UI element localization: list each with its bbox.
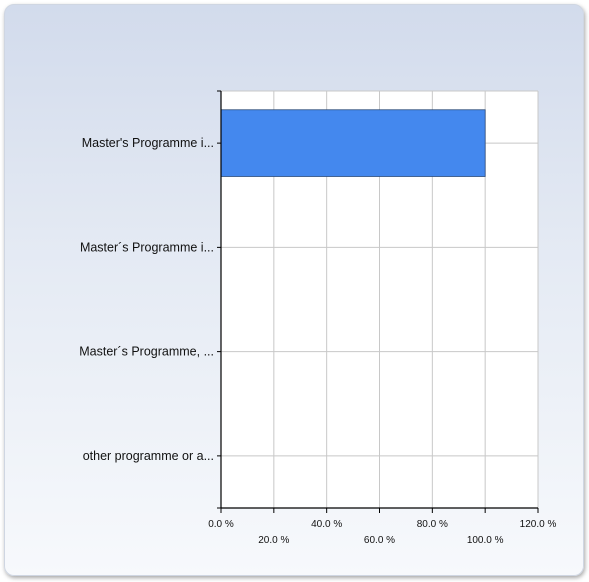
x-tick-label: 40.0 % <box>311 519 342 530</box>
category-label: Master´s Programme i... <box>80 240 214 254</box>
x-tick-label: 80.0 % <box>417 519 448 530</box>
tick-labels: 0.0 % 20.0 % 40.0 % 60.0 % 80.0 % 100.0 % 120.… <box>208 519 556 546</box>
bar <box>220 109 486 177</box>
x-tick-label: 0.0 % <box>208 519 234 530</box>
x-tick-label: 100.0 % <box>467 535 504 546</box>
x-tick-label: 120.0 % <box>520 519 557 530</box>
x-tick-label: 60.0 % <box>364 535 395 546</box>
bars <box>220 109 486 177</box>
grid-lines <box>221 90 539 508</box>
category-label: other programme or a... <box>83 449 214 463</box>
category-labels: Master's Programme i... Master´s Programm… <box>79 136 214 463</box>
axes <box>217 90 539 513</box>
category-label: Master's Programme i... <box>82 136 214 150</box>
category-label: Master´s Programme, ... <box>79 345 214 359</box>
x-tick-label: 20.0 % <box>258 535 289 546</box>
